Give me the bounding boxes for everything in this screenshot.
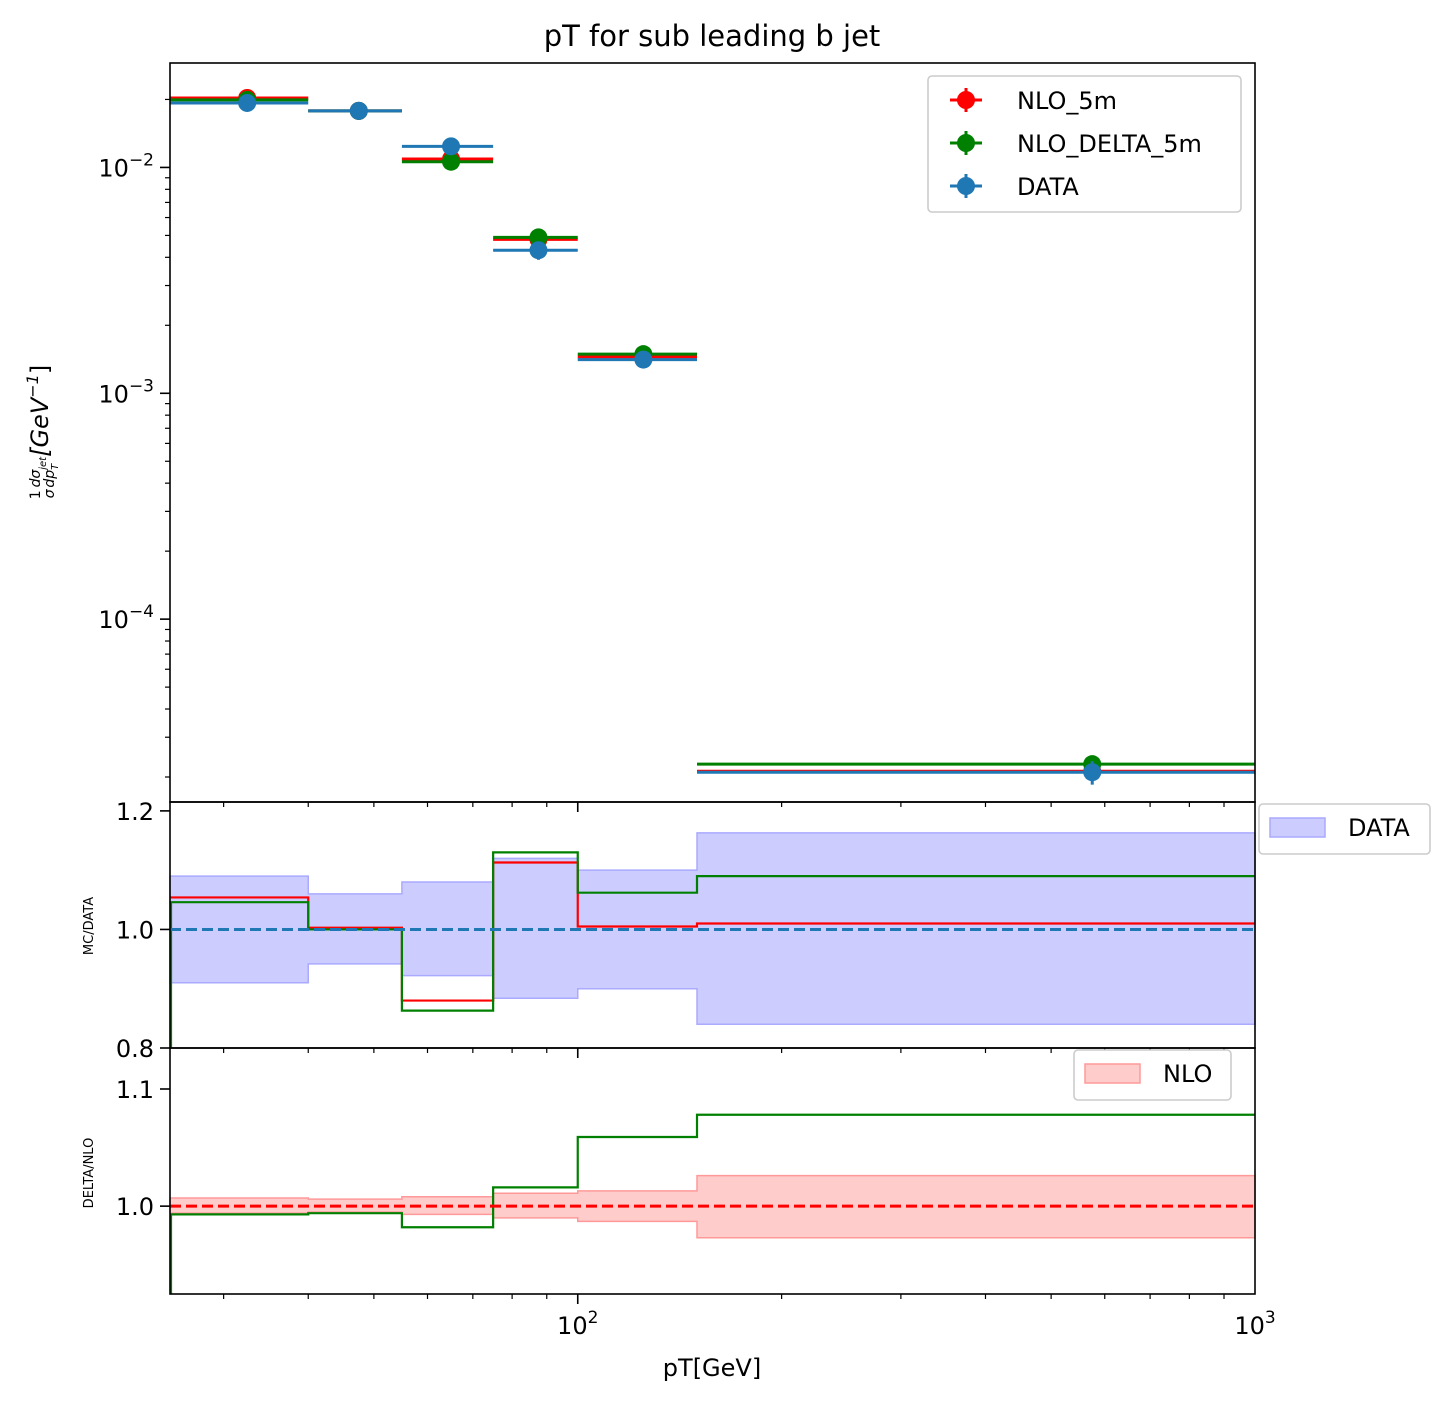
legend: DATA	[1258, 803, 1431, 855]
ylabel-bracket-close: ]	[26, 365, 54, 374]
y-tick-label: 10−2	[98, 150, 154, 182]
y-tick-label: 10−3	[98, 376, 154, 408]
svg-text:1σdσdpTjet[GeV−1]: 1σdσdpTjet[GeV−1]	[23, 365, 61, 499]
legend-label: NLO_5m	[1017, 87, 1117, 115]
ylabel-sub-t: T	[50, 463, 61, 470]
ratio-y-axis-label: MC/DATA	[82, 897, 97, 955]
mc-data-ratio-panel: 0.8 1.0 1.2 DATA	[116, 798, 1431, 1063]
tick-exponent: 3	[1265, 1308, 1276, 1328]
data-point	[1083, 763, 1102, 782]
tick-base: 10	[98, 154, 129, 182]
data-point	[634, 350, 653, 369]
legend: NLO	[1073, 1049, 1232, 1101]
delta-y-axis-label: DELTA/NLO	[82, 1138, 97, 1209]
tick-exponent: 2	[588, 1308, 599, 1328]
ratio-line-nlo-delta-5m	[170, 851, 1255, 1012]
series-data	[170, 93, 1255, 785]
legend-entry: NLO_5m	[950, 87, 1117, 115]
data-point	[349, 101, 368, 120]
x-tick-label: 103	[1234, 1308, 1275, 1340]
legend-marker	[957, 91, 975, 109]
main-y-axis-label: 1σdσdpTjet[GeV−1]	[23, 365, 61, 499]
y-tick-label: 1.0	[116, 916, 154, 944]
ylabel-exponent: −1	[23, 374, 42, 398]
tick-base: 10	[557, 1312, 588, 1340]
ylabel-sup-jet: jet	[38, 456, 49, 472]
y-tick-label: 1.0	[116, 1193, 154, 1221]
axes-frame	[169, 1047, 1256, 1295]
legend-entry: NLO_DELTA_5m	[950, 130, 1202, 158]
y-tick-label: 0.8	[116, 1035, 154, 1063]
legend-label: NLO_DELTA_5m	[1017, 130, 1202, 158]
legend: NLO_5m NLO_DELTA_5m DATA	[927, 75, 1242, 213]
legend-box	[1073, 1049, 1232, 1101]
x-tick-label: 102	[557, 1308, 598, 1340]
tick-base: 10	[98, 606, 129, 634]
legend-entry: DATA	[950, 173, 1079, 201]
tick-exponent: −3	[129, 376, 154, 396]
data-point	[529, 241, 548, 260]
legend-box	[1258, 803, 1431, 855]
data-point	[442, 152, 461, 171]
legend-label: DATA	[1017, 173, 1079, 201]
legend-swatch	[1269, 817, 1326, 838]
ylabel-bracket-open: [GeV	[26, 396, 54, 457]
tick-base: 10	[98, 380, 129, 408]
y-tick-label: 1.1	[116, 1076, 154, 1104]
data-point	[238, 93, 257, 112]
data-point	[529, 228, 548, 247]
legend-marker	[957, 134, 975, 152]
y-tick-label: 10−4	[98, 602, 154, 634]
legend-box	[927, 75, 1242, 213]
legend-marker	[957, 177, 975, 195]
ylabel-frac-den: σ	[42, 488, 58, 498]
tick-base: 10	[1234, 1312, 1265, 1340]
ylabel-frac-num: 1	[28, 490, 44, 499]
tick-exponent: −2	[129, 150, 154, 170]
y-tick-label: 1.2	[116, 798, 154, 826]
legend-swatch	[1084, 1063, 1141, 1084]
ylabel-dp: dp	[42, 470, 58, 488]
legend-label: DATA	[1348, 814, 1410, 842]
data-point	[442, 137, 461, 156]
legend-label: NLO	[1163, 1060, 1212, 1088]
x-axis-label: pT[GeV]	[663, 1354, 761, 1382]
chart-title: pT for sub leading b jet	[544, 19, 881, 53]
tick-exponent: −4	[129, 602, 154, 622]
ylabel-dsigma: dσ	[28, 469, 44, 488]
